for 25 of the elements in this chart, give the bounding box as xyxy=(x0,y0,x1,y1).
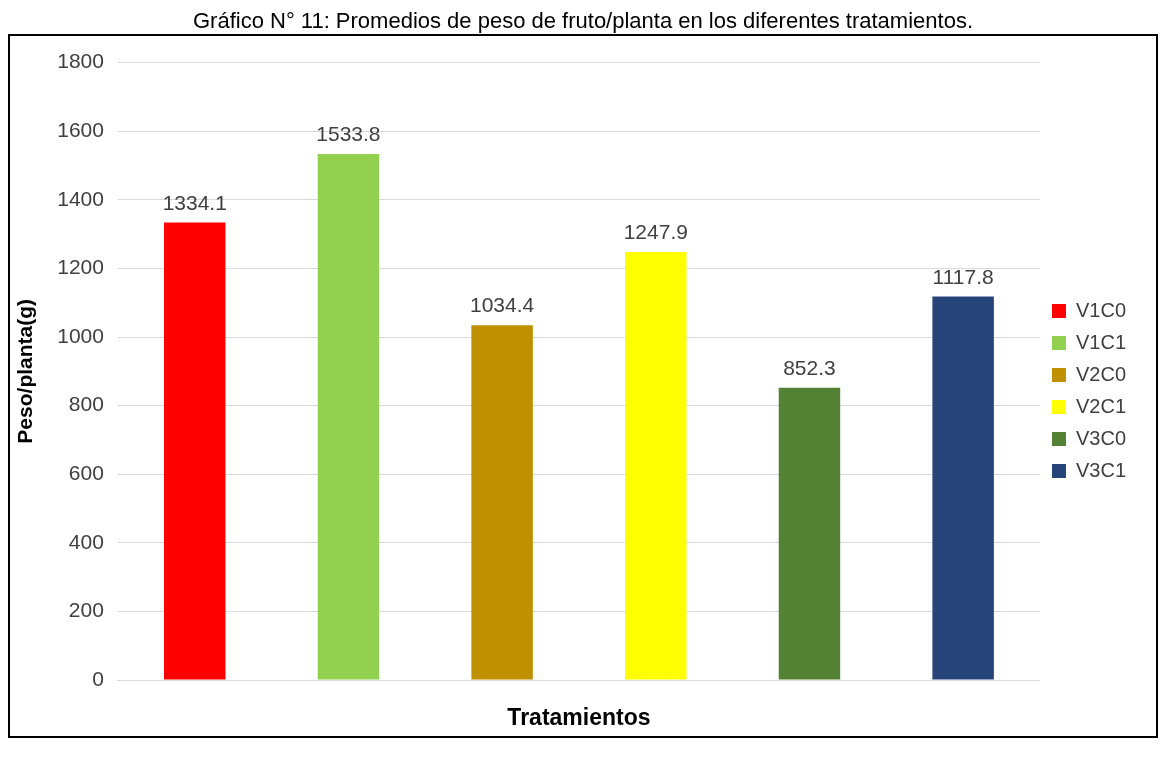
y-tick-label: 800 xyxy=(68,392,104,416)
chart-title: Gráfico N° 11: Promedios de peso de fruto/planta en los diferentes tratamientos. xyxy=(191,8,974,34)
y-axis-title: Peso/planta(g) xyxy=(13,298,37,444)
legend-label: V2C0 xyxy=(1075,362,1126,385)
y-tick-label: 1000 xyxy=(57,323,104,347)
legend-label: V2C1 xyxy=(1075,394,1126,417)
y-tick-label: 1400 xyxy=(57,186,104,210)
data-label: 1034.4 xyxy=(469,293,535,317)
data-label: 1533.8 xyxy=(316,122,381,146)
data-label: 1334.1 xyxy=(162,190,227,214)
y-tick-label: 600 xyxy=(68,461,104,484)
x-axis-title: Tratamientos xyxy=(507,703,651,730)
y-tick-label: 1600 xyxy=(57,118,104,141)
legend-label: V1C1 xyxy=(1075,330,1126,353)
legend-label: V3C0 xyxy=(1075,426,1126,449)
data-label: 1117.8 xyxy=(932,264,994,288)
y-tick-label: 1800 xyxy=(57,49,104,73)
y-tick-label: 0 xyxy=(92,666,104,690)
legend-label: V1C0 xyxy=(1075,298,1126,321)
y-tick-label: 1200 xyxy=(57,255,104,279)
legend-label: V3C1 xyxy=(1075,458,1126,481)
data-label: 1247.9 xyxy=(623,220,688,244)
data-label: 852.3 xyxy=(783,355,836,379)
y-tick-label: 400 xyxy=(68,529,104,553)
y-tick-label: 200 xyxy=(68,598,104,622)
